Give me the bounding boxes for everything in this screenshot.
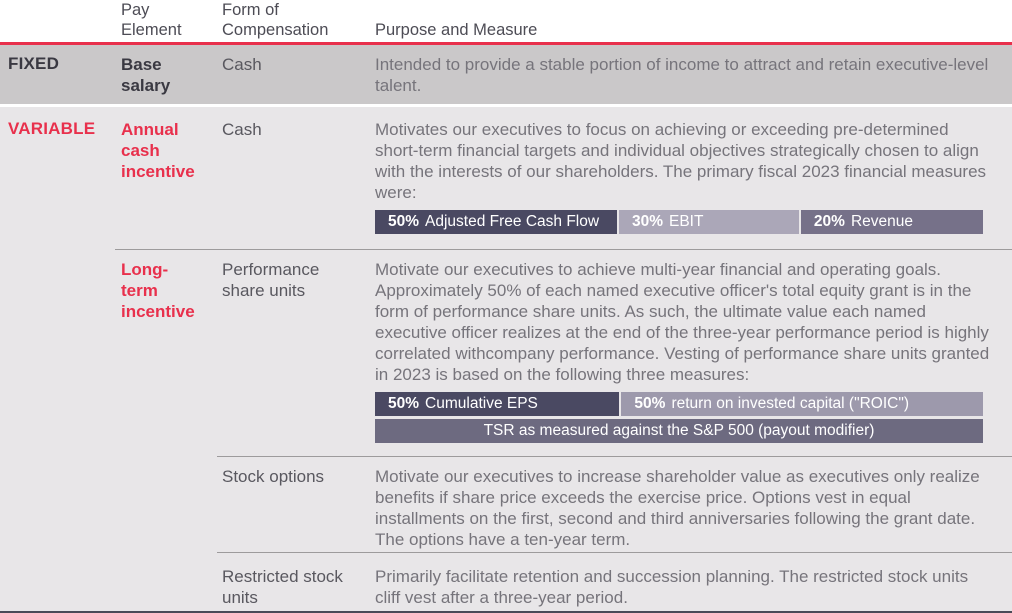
category-spacer <box>0 466 115 550</box>
psu-modifier-bar-row: TSR as measured against the S&P 500 (pay… <box>375 419 983 443</box>
row-divider <box>217 552 1012 553</box>
measure-pct: 20% <box>813 213 845 230</box>
measure-bar-roic: 50% return on invested capital ("ROIC") <box>621 392 983 416</box>
table-header-row: Pay Element Form of Compensation Purpose… <box>0 0 1012 45</box>
stock-options-form: Stock options <box>222 467 325 486</box>
measure-label: EBIT <box>669 213 704 230</box>
fixed-purpose: Intended to provide a stable portion of … <box>375 55 989 95</box>
fixed-row: FIXED Base salary Cash Intended to provi… <box>0 45 1012 104</box>
rsu-purpose: Primarily facilitate retention and succe… <box>375 567 969 607</box>
row-divider <box>115 249 1012 250</box>
measure-label: TSR as measured against the S&P 500 (pay… <box>483 422 875 439</box>
measure-pct: 50% <box>388 213 420 230</box>
psu-purpose: Motivate our executives to achieve multi… <box>375 260 990 384</box>
measure-pct: 50% <box>634 395 666 412</box>
row-divider <box>217 456 1012 457</box>
annual-cash-form: Cash <box>222 120 262 139</box>
variable-section: VARIABLE Annual cash incentive Cash Moti… <box>0 107 1012 613</box>
category-spacer <box>0 259 115 443</box>
pay-element-spacer <box>115 566 217 608</box>
measure-bar-cumulative-eps: 50% Cumulative EPS <box>375 392 620 416</box>
annual-cash-purpose: Motivates our executives to focus on ach… <box>375 120 987 202</box>
fixed-form: Cash <box>222 55 262 74</box>
measure-bar-ebit: 30% EBIT <box>618 210 799 234</box>
measure-pct: 50% <box>388 395 420 412</box>
performance-share-units-row: Long-term incentive Performance share un… <box>0 250 1012 456</box>
annual-measure-bars: 50% Adjusted Free Cash Flow 30% EBIT 20%… <box>375 210 983 234</box>
measure-label: return on invested capital ("ROIC") <box>671 395 910 412</box>
annual-cash-purpose-cell: Motivates our executives to focus on ach… <box>375 119 1012 234</box>
annual-cash-incentive-row: VARIABLE Annual cash incentive Cash Moti… <box>0 107 1012 249</box>
psu-purpose-cell: Motivate our executives to achieve multi… <box>375 259 1012 443</box>
restricted-stock-units-row: Restricted stock units Primarily facilit… <box>0 553 1012 611</box>
header-pay-element: Pay Element <box>121 1 182 39</box>
pay-element-spacer <box>115 466 217 550</box>
header-purpose-and-measure: Purpose and Measure <box>375 21 538 39</box>
variable-category-label: VARIABLE <box>8 119 96 138</box>
header-form-of-compensation: Form of Compensation <box>222 1 329 39</box>
header-category-spacer <box>0 40 115 46</box>
psu-measure-bars: 50% Cumulative EPS 50% return on investe… <box>375 392 983 416</box>
annual-cash-pay-element: Annual cash incentive <box>121 120 195 181</box>
rsu-form: Restricted stock units <box>222 567 343 607</box>
measure-bar-revenue: 20% Revenue <box>800 210 983 234</box>
measure-label: Revenue <box>850 213 913 230</box>
psu-form: Performance share units <box>222 260 320 300</box>
measure-bar-adjusted-free-cash-flow: 50% Adjusted Free Cash Flow <box>375 210 617 234</box>
measure-bar-tsr-modifier: TSR as measured against the S&P 500 (pay… <box>375 419 983 443</box>
stock-options-purpose: Motivate our executives to increase shar… <box>375 467 980 549</box>
fixed-pay-element: Base salary <box>121 55 171 95</box>
category-spacer <box>0 566 115 608</box>
stock-options-row: Stock options Motivate our executives to… <box>0 457 1012 552</box>
measure-label: Adjusted Free Cash Flow <box>425 213 600 230</box>
fixed-category-label: FIXED <box>8 54 60 73</box>
measure-pct: 30% <box>631 213 663 230</box>
measure-label: Cumulative EPS <box>425 395 538 412</box>
long-term-pay-element: Long-term incentive <box>121 260 195 321</box>
